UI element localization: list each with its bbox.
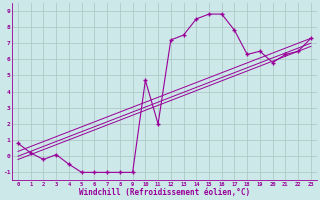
X-axis label: Windchill (Refroidissement éolien,°C): Windchill (Refroidissement éolien,°C) xyxy=(79,188,250,197)
